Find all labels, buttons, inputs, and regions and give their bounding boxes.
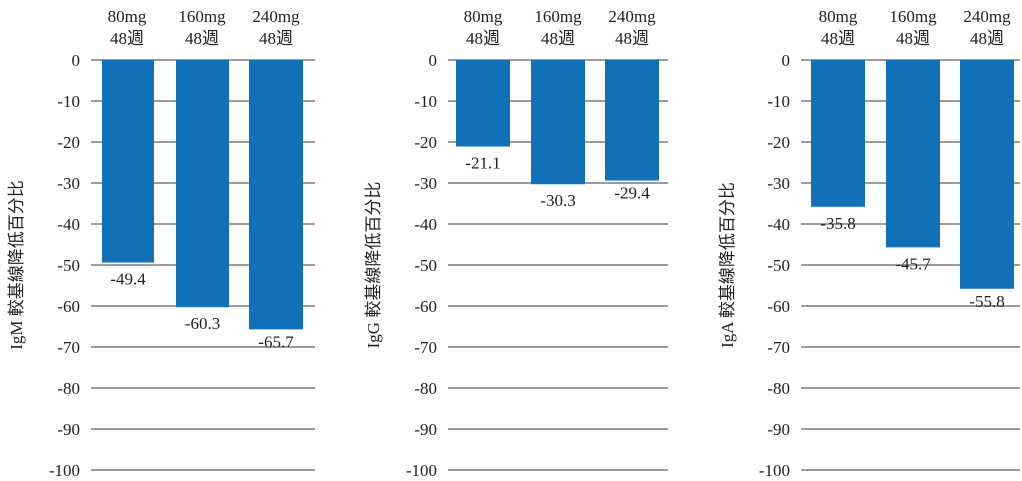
category-label: 80mg 48週 bbox=[108, 7, 147, 48]
y-tick-label: -60 bbox=[767, 297, 790, 316]
bar bbox=[605, 60, 659, 181]
y-tick-label: -10 bbox=[57, 92, 80, 111]
chart-panel-3: 0 -10 -20 -30 -40 -50 -60 -70 -80 -90 -100 IgA 較基線降… bbox=[718, 7, 1020, 480]
y-axis-label: IgA 較基線降低百分比 bbox=[718, 182, 737, 348]
y-tick-label: 0 bbox=[72, 51, 81, 70]
y-tick-label: -100 bbox=[406, 461, 437, 480]
category-label-line: 240mg bbox=[252, 7, 300, 26]
y-tick-label: -70 bbox=[767, 338, 790, 357]
data-label: -45.7 bbox=[895, 254, 931, 273]
y-tick-label: -90 bbox=[414, 420, 437, 439]
category-label-line: 48週 bbox=[110, 29, 144, 48]
data-label: -49.4 bbox=[110, 270, 146, 289]
y-tick-label: 0 bbox=[782, 51, 791, 70]
y-tick-label: -10 bbox=[767, 92, 790, 111]
bar bbox=[960, 60, 1014, 289]
y-tick-label: -20 bbox=[414, 133, 437, 152]
y-tick-label: -20 bbox=[767, 133, 790, 152]
y-tick-label: -40 bbox=[414, 215, 437, 234]
category-label-line: 48週 bbox=[896, 29, 930, 48]
bar bbox=[811, 60, 865, 207]
bar bbox=[886, 60, 940, 248]
data-label: -55.8 bbox=[969, 292, 1004, 311]
category-label: 240mg 48週 bbox=[608, 7, 656, 48]
y-tick-label: -20 bbox=[57, 133, 80, 152]
category-label-line: 48週 bbox=[185, 29, 219, 48]
y-tick-label: -70 bbox=[57, 338, 80, 357]
bar bbox=[176, 60, 229, 308]
data-label: -60.3 bbox=[185, 314, 220, 333]
y-tick-label: -50 bbox=[767, 256, 790, 275]
y-tick-label: -90 bbox=[767, 420, 790, 439]
category-label-line: 48週 bbox=[970, 29, 1004, 48]
category-label-line: 160mg bbox=[178, 7, 226, 26]
y-tick-label: -30 bbox=[57, 174, 80, 193]
bar bbox=[102, 60, 154, 263]
category-label-line: 48週 bbox=[259, 29, 293, 48]
category-label-line: 48週 bbox=[821, 29, 855, 48]
y-tick-label: -90 bbox=[57, 420, 80, 439]
y-tick-label: -60 bbox=[414, 297, 437, 316]
y-tick-label: -50 bbox=[57, 256, 80, 275]
category-label: 160mg 48週 bbox=[178, 7, 226, 48]
category-label-line: 160mg bbox=[534, 7, 582, 26]
y-tick-label: -100 bbox=[49, 461, 80, 480]
bar bbox=[531, 60, 585, 185]
y-tick-label: -40 bbox=[57, 215, 80, 234]
category-label-line: 160mg bbox=[889, 7, 937, 26]
y-tick-label: -30 bbox=[767, 174, 790, 193]
y-tick-label: -50 bbox=[414, 256, 437, 275]
category-label-line: 240mg bbox=[963, 7, 1011, 26]
category-label-line: 48週 bbox=[541, 29, 575, 48]
chart-panel-1: 0 -10 -20 -30 -40 -50 -60 -70 -80 -90 -100 IgM 較基線降… bbox=[7, 7, 315, 480]
category-label: 240mg 48週 bbox=[963, 7, 1011, 48]
data-label: -35.8 bbox=[820, 214, 855, 233]
data-label: -30.3 bbox=[540, 191, 575, 210]
category-label-line: 80mg bbox=[108, 7, 147, 26]
chart-panel-2: 0 -10 -20 -30 -40 -50 -60 -70 -80 -90 -100 IgG 較基線降… bbox=[364, 7, 668, 480]
bar bbox=[249, 60, 303, 330]
y-tick-label: -80 bbox=[414, 379, 437, 398]
y-tick-label: 0 bbox=[429, 51, 438, 70]
bar bbox=[456, 60, 510, 147]
category-label-line: 80mg bbox=[464, 7, 503, 26]
y-tick-label: -10 bbox=[414, 92, 437, 111]
category-label-line: 48週 bbox=[466, 29, 500, 48]
category-label: 160mg 48週 bbox=[534, 7, 582, 48]
y-axis-label: IgG 較基線降低百分比 bbox=[364, 182, 383, 349]
category-label: 80mg 48週 bbox=[464, 7, 503, 48]
y-axis-label: IgM 較基線降低百分比 bbox=[7, 180, 26, 350]
category-label-line: 240mg bbox=[608, 7, 656, 26]
category-label-line: 48週 bbox=[615, 29, 649, 48]
category-label: 160mg 48週 bbox=[889, 7, 937, 48]
y-tick-label: -60 bbox=[57, 297, 80, 316]
y-tick-label: -70 bbox=[414, 338, 437, 357]
category-label: 240mg 48週 bbox=[252, 7, 300, 48]
category-label: 80mg 48週 bbox=[819, 7, 858, 48]
category-label-line: 80mg bbox=[819, 7, 858, 26]
y-tick-label: -30 bbox=[414, 174, 437, 193]
y-tick-label: -40 bbox=[767, 215, 790, 234]
y-tick-label: -80 bbox=[767, 379, 790, 398]
data-label: -21.1 bbox=[465, 154, 500, 173]
data-label: -29.4 bbox=[614, 184, 650, 203]
data-label: -65.7 bbox=[258, 332, 294, 351]
y-tick-label: -100 bbox=[759, 461, 790, 480]
y-tick-label: -80 bbox=[57, 379, 80, 398]
